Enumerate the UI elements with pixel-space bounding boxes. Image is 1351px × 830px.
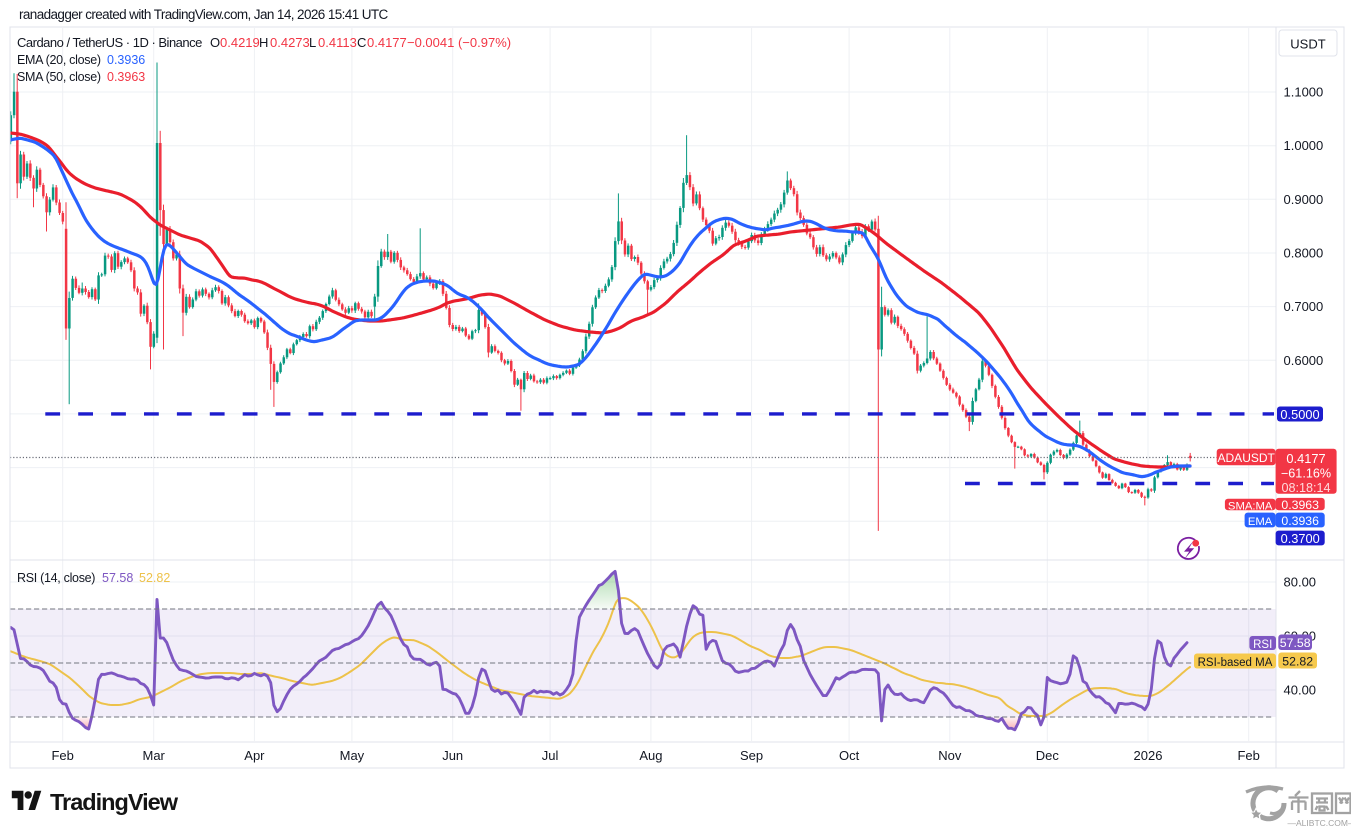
svg-text:0.6000: 0.6000 [1284, 353, 1324, 368]
svg-text:−61.16%: −61.16% [1281, 467, 1331, 481]
svg-text:52.82: 52.82 [139, 571, 170, 585]
svg-text:TradingView: TradingView [50, 789, 179, 815]
svg-text:Jul: Jul [542, 748, 559, 763]
svg-text:RSI-based MA: RSI-based MA [1198, 657, 1273, 669]
svg-text:80.00: 80.00 [1284, 575, 1317, 590]
svg-text:0.3700: 0.3700 [1281, 531, 1320, 546]
svg-text:0.3936: 0.3936 [1281, 514, 1319, 528]
svg-text:40.00: 40.00 [1284, 683, 1317, 698]
svg-text:0.3936: 0.3936 [107, 53, 145, 67]
svg-text:0.8000: 0.8000 [1284, 246, 1324, 261]
svg-text:EMA: EMA [1248, 516, 1273, 528]
svg-text:O: O [210, 35, 220, 50]
svg-text:0.5000: 0.5000 [1280, 407, 1319, 422]
svg-text:ADAUSDT: ADAUSDT [1218, 451, 1276, 465]
svg-text:Cardano / TetherUS · 1D · Bina: Cardano / TetherUS · 1D · Binance [17, 35, 202, 50]
svg-text:0.4273: 0.4273 [270, 35, 310, 50]
svg-text:52.82: 52.82 [1282, 655, 1313, 669]
svg-text:0.4113: 0.4113 [318, 35, 357, 50]
svg-text:Apr: Apr [244, 748, 265, 763]
svg-text:−0.0041 (−0.97%): −0.0041 (−0.97%) [407, 35, 511, 50]
svg-text:ranadagger created with Tradin: ranadagger created with TradingView.com,… [19, 7, 389, 22]
svg-text:Feb: Feb [1237, 748, 1259, 763]
svg-text:0.4177: 0.4177 [367, 35, 407, 50]
svg-text:Oct: Oct [839, 748, 860, 763]
svg-text:0.7000: 0.7000 [1284, 299, 1324, 314]
svg-text:57.58: 57.58 [1280, 636, 1311, 650]
svg-text:0.9000: 0.9000 [1284, 192, 1324, 207]
svg-text:Mar: Mar [143, 748, 166, 763]
svg-text:08:18:14: 08:18:14 [1281, 481, 1330, 495]
svg-text:SMA (50, close): SMA (50, close) [17, 70, 101, 84]
svg-text:Sep: Sep [740, 748, 763, 763]
svg-text:0.3963: 0.3963 [1281, 498, 1319, 512]
svg-text:SMA:MA: SMA:MA [1228, 500, 1273, 512]
svg-text:Feb: Feb [51, 748, 73, 763]
svg-text:1.0000: 1.0000 [1284, 138, 1324, 153]
svg-text:2026: 2026 [1134, 748, 1163, 763]
svg-text:C: C [357, 35, 366, 50]
svg-text:57.58: 57.58 [102, 571, 133, 585]
svg-text:1.1000: 1.1000 [1284, 85, 1324, 100]
svg-text:L: L [309, 35, 316, 50]
svg-text:Nov: Nov [938, 748, 962, 763]
svg-text:0.4219: 0.4219 [220, 35, 260, 50]
svg-text:0.4177: 0.4177 [1286, 451, 1325, 466]
svg-text:Dec: Dec [1036, 748, 1060, 763]
svg-text:Jun: Jun [442, 748, 463, 763]
svg-text:RSI: RSI [1253, 639, 1272, 651]
svg-text:May: May [340, 748, 365, 763]
svg-text:—ALIBTC.COM—: —ALIBTC.COM— [1288, 818, 1351, 828]
svg-text:Aug: Aug [639, 748, 662, 763]
svg-text:0.3963: 0.3963 [107, 70, 145, 84]
svg-text:RSI (14, close): RSI (14, close) [17, 571, 95, 585]
svg-text:USDT: USDT [1290, 37, 1325, 52]
svg-text:H: H [259, 35, 268, 50]
svg-text:EMA (20, close): EMA (20, close) [17, 53, 101, 67]
